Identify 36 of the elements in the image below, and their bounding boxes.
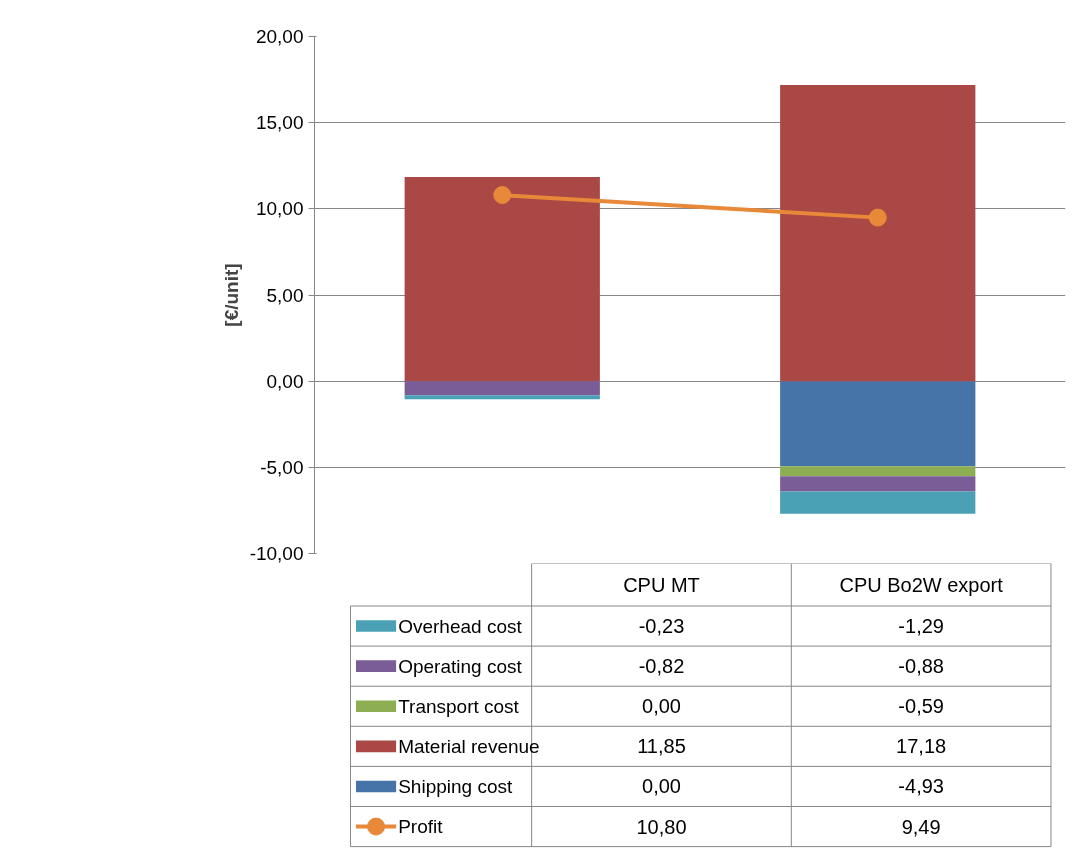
y-tick-label: -10,00 [249,543,304,564]
data-label: -0,59 [898,695,944,718]
x-tick-label: CPU MT [623,573,700,596]
y-axis-title: [€/unit] [220,263,242,327]
bar [404,381,600,396]
data-label: 0,00 [642,695,681,718]
data-label: 11,85 [637,735,686,758]
data-label: 10,80 [636,815,687,838]
legend-label: Profit [398,816,444,838]
bar [780,491,976,514]
x-tick-label: CPU Bo2W export [839,573,1004,596]
bar [404,395,600,400]
y-tick-label: 15,00 [255,112,304,134]
legend-label: Transport cost [398,695,520,717]
legend-label: Operating cost [398,655,523,677]
legend-label: Overhead cost [398,615,523,637]
y-tick-label: 10,00 [255,198,304,220]
bar [780,476,976,492]
data-label: 9,49 [901,815,941,838]
y-tick-label: 20,00 [255,26,304,47]
data-label: -0,82 [638,655,685,678]
y-tick-label: 5,00 [266,284,304,306]
y-tick-label: 0,00 [266,370,304,392]
data-label: -4,93 [898,775,944,798]
bar [780,466,976,477]
legend-label: Material revenue [398,735,540,757]
data-label: 0,00 [642,775,681,798]
legend-label: Shipping cost [398,775,513,797]
data-label: 17,18 [896,735,947,758]
data-label: -0,23 [638,615,685,638]
data-label: -1,29 [898,615,944,638]
data-label: -0,88 [898,655,944,678]
bar [780,381,976,467]
bar [404,176,600,382]
bar [780,85,976,382]
y-tick-label: -5,00 [260,456,304,478]
